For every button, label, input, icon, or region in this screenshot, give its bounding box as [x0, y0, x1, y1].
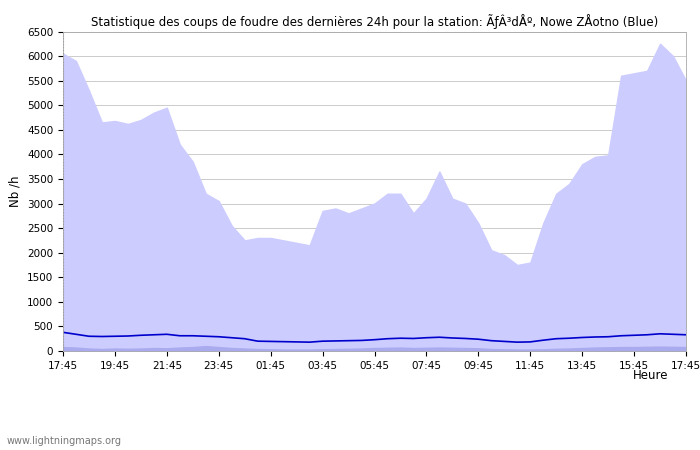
- Y-axis label: Nb /h: Nb /h: [8, 176, 22, 207]
- Text: Heure: Heure: [633, 369, 668, 382]
- Title: Statistique des coups de foudre des dernières 24h pour la station: ÃƒÂ³dÅº, Nowe: Statistique des coups de foudre des dern…: [91, 14, 658, 29]
- Text: www.lightningmaps.org: www.lightningmaps.org: [7, 436, 122, 446]
